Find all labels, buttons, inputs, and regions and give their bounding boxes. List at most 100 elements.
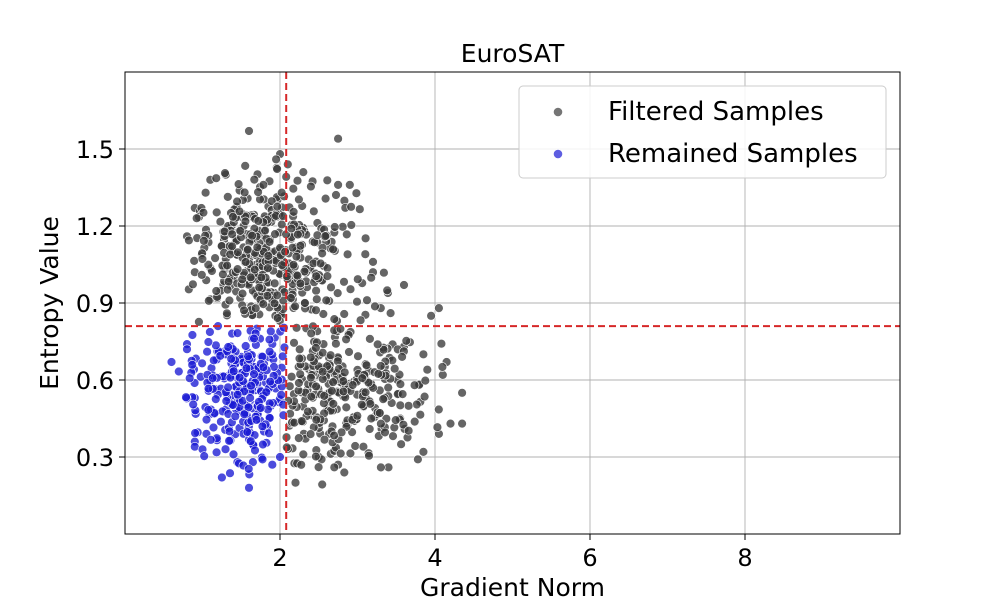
- filtered-sample-point: [331, 339, 341, 349]
- filtered-sample-point: [240, 216, 251, 227]
- filtered-sample-point: [256, 272, 267, 283]
- filtered-sample-point: [398, 420, 409, 430]
- filtered-sample-point: [328, 399, 338, 409]
- filtered-sample-point: [294, 378, 304, 388]
- filtered-sample-point: [197, 270, 207, 280]
- filtered-sample-point: [271, 154, 281, 165]
- filtered-sample-point: [437, 362, 448, 372]
- filtered-sample-point: [317, 248, 327, 259]
- filtered-sample-point: [264, 237, 275, 247]
- remained-sample-point: [249, 333, 259, 344]
- filtered-sample-point: [412, 399, 422, 410]
- filtered-sample-point: [210, 253, 220, 263]
- remained-sample-point: [250, 445, 260, 456]
- legend-marker-remained: [553, 149, 563, 159]
- remained-sample-point: [211, 447, 222, 458]
- filtered-sample-point: [375, 408, 385, 418]
- remained-sample-point: [199, 451, 209, 461]
- filtered-sample-point: [376, 361, 386, 371]
- filtered-sample-point: [365, 399, 375, 409]
- filtered-sample-point: [227, 229, 237, 239]
- filtered-sample-point: [366, 413, 376, 424]
- filtered-sample-point: [272, 201, 282, 212]
- filtered-sample-point: [383, 382, 393, 393]
- remained-sample-point: [243, 351, 253, 361]
- filtered-sample-point: [306, 391, 316, 402]
- filtered-sample-point: [325, 350, 336, 360]
- filtered-sample-point: [277, 187, 287, 198]
- remained-sample-point: [257, 454, 268, 465]
- remained-sample-point: [224, 426, 235, 436]
- filtered-sample-point: [395, 379, 406, 389]
- filtered-sample-point: [306, 328, 316, 339]
- filtered-sample-point: [253, 187, 263, 197]
- filtered-sample-point: [321, 295, 331, 306]
- filtered-sample-point: [228, 212, 238, 222]
- remained-sample-point: [264, 334, 275, 345]
- remained-sample-point: [251, 415, 262, 425]
- filtered-sample-point: [277, 219, 287, 230]
- remained-sample-point: [205, 327, 215, 337]
- filtered-sample-point: [336, 448, 346, 459]
- filtered-sample-point: [289, 338, 299, 348]
- filtered-sample-point: [396, 439, 406, 449]
- filtered-sample-point: [351, 188, 362, 198]
- filtered-sample-point: [311, 286, 321, 296]
- y-tick-label: 0.6: [76, 367, 114, 395]
- filtered-sample-point: [224, 295, 235, 306]
- remained-sample-point: [217, 472, 227, 483]
- filtered-sample-point: [352, 411, 362, 421]
- filtered-sample-point: [290, 301, 300, 312]
- filtered-sample-point: [419, 391, 430, 402]
- filtered-sample-point: [322, 175, 332, 186]
- filtered-sample-point: [388, 431, 398, 441]
- filtered-sample-point: [360, 387, 371, 398]
- filtered-sample-point: [309, 206, 319, 217]
- remained-sample-point: [187, 330, 198, 340]
- filtered-sample-point: [365, 424, 375, 434]
- filtered-sample-point: [311, 271, 321, 281]
- filtered-sample-point: [355, 315, 366, 325]
- filtered-sample-point: [366, 273, 376, 283]
- filtered-sample-point: [292, 176, 303, 186]
- filtered-sample-point: [397, 389, 408, 399]
- filtered-sample-point: [288, 207, 299, 217]
- y-tick-label: 0.9: [76, 290, 114, 318]
- filtered-sample-point: [291, 323, 302, 333]
- filtered-sample-point: [272, 290, 282, 300]
- filtered-sample-point: [277, 260, 287, 270]
- filtered-sample-point: [341, 402, 351, 413]
- remained-sample-point: [243, 402, 254, 412]
- remained-sample-point: [206, 435, 216, 445]
- filtered-sample-point: [294, 433, 304, 443]
- remained-sample-point: [246, 436, 256, 446]
- filtered-sample-point: [286, 223, 297, 234]
- filtered-sample-point: [262, 291, 273, 301]
- filtered-sample-point: [293, 229, 303, 240]
- remained-sample-point: [226, 354, 236, 364]
- remained-sample-point: [225, 468, 235, 478]
- filtered-sample-point: [339, 309, 349, 319]
- filtered-sample-point: [385, 308, 396, 318]
- filtered-sample-point: [184, 235, 194, 246]
- filtered-sample-point: [234, 206, 245, 217]
- filtered-sample-point: [418, 349, 429, 359]
- remained-sample-point: [241, 363, 252, 373]
- remained-sample-point: [197, 358, 207, 368]
- filtered-sample-point: [327, 386, 337, 396]
- filtered-sample-point: [290, 478, 301, 488]
- remained-sample-point: [190, 428, 200, 438]
- filtered-sample-point: [338, 386, 349, 397]
- filtered-sample-point: [189, 256, 199, 266]
- remained-sample-point: [235, 372, 245, 383]
- filtered-sample-point: [212, 207, 222, 218]
- filtered-sample-point: [294, 194, 304, 205]
- filtered-sample-point: [220, 168, 230, 178]
- remained-sample-point: [220, 444, 231, 454]
- filtered-sample-point: [422, 365, 432, 375]
- filtered-sample-point: [380, 427, 390, 438]
- filtered-sample-point: [445, 418, 456, 429]
- remained-sample-point: [181, 392, 191, 402]
- legend-label-filtered: Filtered Samples: [608, 97, 824, 127]
- filtered-sample-point: [269, 298, 280, 309]
